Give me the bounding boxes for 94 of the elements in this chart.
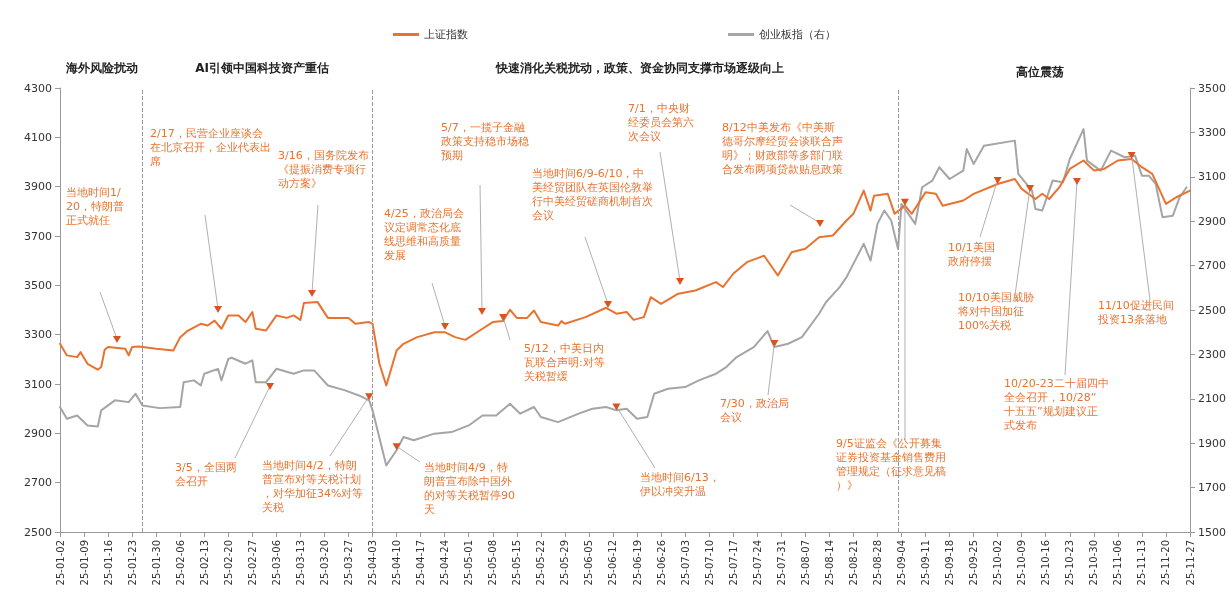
x-tick-label: 25-02-06	[174, 540, 186, 586]
x-tick-label: 25-10-09	[1016, 540, 1028, 586]
annotation: 11/10促进民间投资13条落地	[1097, 298, 1174, 326]
x-tick-label: 25-07-17	[727, 540, 739, 586]
x-tick-label: 25-05-01	[463, 540, 475, 586]
annotation: 4/25，政治局会议定调常态化底线思维和高质量发展	[384, 206, 464, 262]
x-tick-label: 25-01-30	[150, 540, 162, 586]
annotation: 5/12，中美日内瓦联合声明:对等关税暂缓	[524, 341, 605, 383]
y2-tick-label: 2900	[1198, 214, 1227, 228]
annotation: 3/5，全国两会召开	[175, 460, 237, 488]
x-tick-label: 25-07-03	[679, 540, 691, 586]
y-tick-label: 3300	[24, 328, 52, 342]
x-tick-label: 25-10-16	[1040, 540, 1052, 586]
y2-tick-label: 2500	[1198, 303, 1227, 317]
x-tick-label: 25-06-12	[607, 540, 619, 586]
x-tick-label: 25-05-15	[511, 540, 523, 586]
x-tick-label: 25-03-06	[270, 540, 282, 586]
x-tick-label: 25-09-11	[920, 540, 932, 586]
x-tick-label: 25-01-02	[54, 540, 66, 586]
annotation: 2/17，民营企业座谈会在北京召开，企业代表出席	[150, 126, 271, 168]
annotation: 当地时间4/2，特朗普宣布对等关税计划，对华加征34%对等关税	[262, 458, 364, 514]
x-tick-label: 25-09-04	[895, 540, 907, 586]
x-tick-label: 25-08-28	[871, 540, 883, 586]
text: 高位震荡	[1016, 65, 1064, 79]
annotation: 10/20-23二十届四中全会召开，10/28“十五五”规划建议正式发布	[1004, 376, 1109, 432]
x-tick-label: 25-11-27	[1184, 540, 1196, 586]
x-tick-label: 25-01-23	[126, 540, 138, 586]
x-tick-label: 25-03-27	[343, 540, 355, 586]
y-tick-label: 2900	[24, 426, 52, 440]
x-tick-label: 25-01-09	[78, 540, 90, 586]
y2-tick-label: 2300	[1198, 347, 1227, 361]
x-tick-label: 25-11-20	[1160, 540, 1172, 586]
x-tick-label: 25-02-13	[198, 540, 210, 586]
x-tick-label: 25-02-27	[246, 540, 258, 586]
x-tick-label: 25-06-05	[583, 540, 595, 586]
y2-tick-label: 3300	[1198, 125, 1227, 139]
x-tick-label: 25-04-24	[439, 540, 451, 586]
x-tick-label: 25-07-24	[751, 540, 763, 586]
x-tick-label: 25-03-20	[318, 540, 330, 586]
text: 快速消化关税扰动，政策、资金协同支撑市场逐级向上	[495, 61, 784, 75]
legend-label: 上证指数	[424, 28, 468, 41]
annotation: 8/12中美发布《中美斯德哥尔摩经贸会谈联合声明》；财政部等多部门联合发布两项贷款贴息政策	[722, 120, 843, 176]
x-tick-label: 25-10-30	[1088, 540, 1100, 586]
x-tick-label: 25-04-10	[391, 540, 403, 586]
x-tick-label: 25-08-21	[847, 540, 859, 586]
annotation: 3/16，国务院发布《提振消费专项行动方案》	[278, 148, 369, 190]
y2-tick-label: 1500	[1198, 525, 1227, 539]
y2-tick-label: 1900	[1198, 436, 1227, 450]
annotation: 10/1美国政府停摆	[948, 240, 995, 268]
x-tick-label: 25-05-29	[559, 540, 571, 586]
x-tick-label: 25-10-02	[992, 540, 1004, 586]
y2-tick-label: 2100	[1198, 392, 1227, 406]
y2-tick-label: 3500	[1198, 81, 1227, 95]
annotation: 10/10美国威胁将对中国加征100%关税	[957, 290, 1034, 332]
x-tick-label: 25-04-03	[367, 540, 379, 586]
x-tick-label: 25-06-19	[631, 540, 643, 586]
annotation: 当地时间1/20，特朗普正式就任	[66, 185, 124, 227]
text: AI引领中国科技资产重估	[195, 61, 329, 75]
y-tick-label: 4100	[24, 130, 52, 144]
y-tick-label: 3100	[24, 377, 52, 391]
x-tick-label: 25-09-25	[968, 540, 980, 586]
x-tick-label: 25-08-14	[823, 540, 835, 586]
x-tick-label: 25-10-23	[1064, 540, 1076, 586]
x-tick-label: 25-05-08	[487, 540, 499, 586]
x-tick-label: 25-09-18	[944, 540, 956, 586]
x-tick-label: 25-07-10	[703, 540, 715, 586]
x-tick-label: 25-08-07	[799, 540, 811, 586]
y2-tick-label: 3100	[1198, 170, 1227, 184]
annotation: 9/5证监会《公开募集证券投资基金销售费用管理规定（征求意见稿）》	[836, 436, 946, 492]
x-tick-label: 25-07-31	[775, 540, 787, 586]
annotation: 7/1，中央财经委员会第六次会议	[628, 101, 694, 143]
y-tick-label: 3700	[24, 229, 52, 243]
x-tick-label: 25-01-16	[102, 540, 114, 586]
x-tick-label: 25-11-13	[1136, 540, 1148, 586]
y2-tick-label: 1700	[1198, 481, 1227, 495]
x-tick-label: 25-04-17	[415, 540, 427, 586]
text: 海外风险扰动	[65, 61, 138, 75]
annotation: 当地时间4/9，特朗普宣布除中国外的对等关税暂停90天	[424, 460, 515, 516]
y-tick-label: 3500	[24, 278, 52, 292]
annotation: 7/30，政治局会议	[720, 396, 789, 424]
x-tick-label: 25-05-22	[535, 540, 547, 586]
y-tick-label: 3900	[24, 180, 52, 194]
annotation: 5/7，一揽子金融政策支持稳市场稳预期	[441, 120, 529, 162]
y2-tick-label: 2700	[1198, 259, 1227, 273]
y-tick-label: 4300	[24, 81, 52, 95]
x-tick-label: 25-06-26	[655, 540, 667, 586]
annotation: 当地时间6/9-6/10，中美经贸团队在英国伦敦举行中美经贸磋商机制首次会议	[532, 166, 653, 222]
x-tick-label: 25-03-13	[294, 540, 306, 586]
y-tick-label: 2700	[24, 476, 52, 490]
x-tick-label: 25-11-06	[1112, 540, 1124, 586]
y-tick-label: 2500	[24, 525, 52, 539]
legend-label: 创业板指（右）	[759, 28, 836, 41]
annotation: 当地时间6/13，伊以冲突升温	[640, 470, 720, 498]
x-tick-label: 25-02-20	[222, 540, 234, 586]
